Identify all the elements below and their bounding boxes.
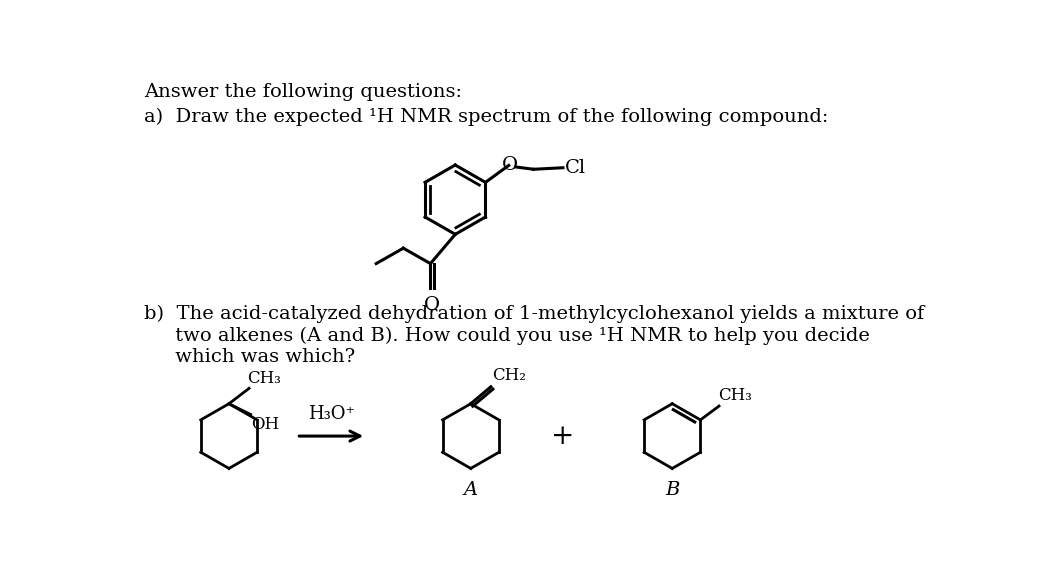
Text: two alkenes (A and B). How could you use ¹H NMR to help you decide: two alkenes (A and B). How could you use…: [143, 327, 870, 345]
Text: O: O: [501, 156, 518, 173]
Text: H₃O⁺: H₃O⁺: [308, 405, 355, 423]
Text: OH: OH: [250, 416, 279, 433]
Text: a)  Draw the expected ¹H NMR spectrum of the following compound:: a) Draw the expected ¹H NMR spectrum of …: [143, 107, 828, 125]
Text: O: O: [424, 296, 440, 314]
Text: Answer the following questions:: Answer the following questions:: [143, 83, 462, 101]
Text: CH₃: CH₃: [247, 370, 281, 387]
Text: which was which?: which was which?: [143, 348, 355, 366]
Text: +: +: [550, 423, 574, 449]
Text: CH₃: CH₃: [718, 387, 753, 404]
Text: B: B: [665, 481, 680, 499]
Text: A: A: [464, 481, 477, 499]
Text: CH₂: CH₂: [492, 367, 525, 384]
Text: b)  The acid-catalyzed dehydration of 1-methylcyclohexanol yields a mixture of: b) The acid-catalyzed dehydration of 1-m…: [143, 305, 924, 323]
Text: Cl: Cl: [565, 159, 585, 177]
